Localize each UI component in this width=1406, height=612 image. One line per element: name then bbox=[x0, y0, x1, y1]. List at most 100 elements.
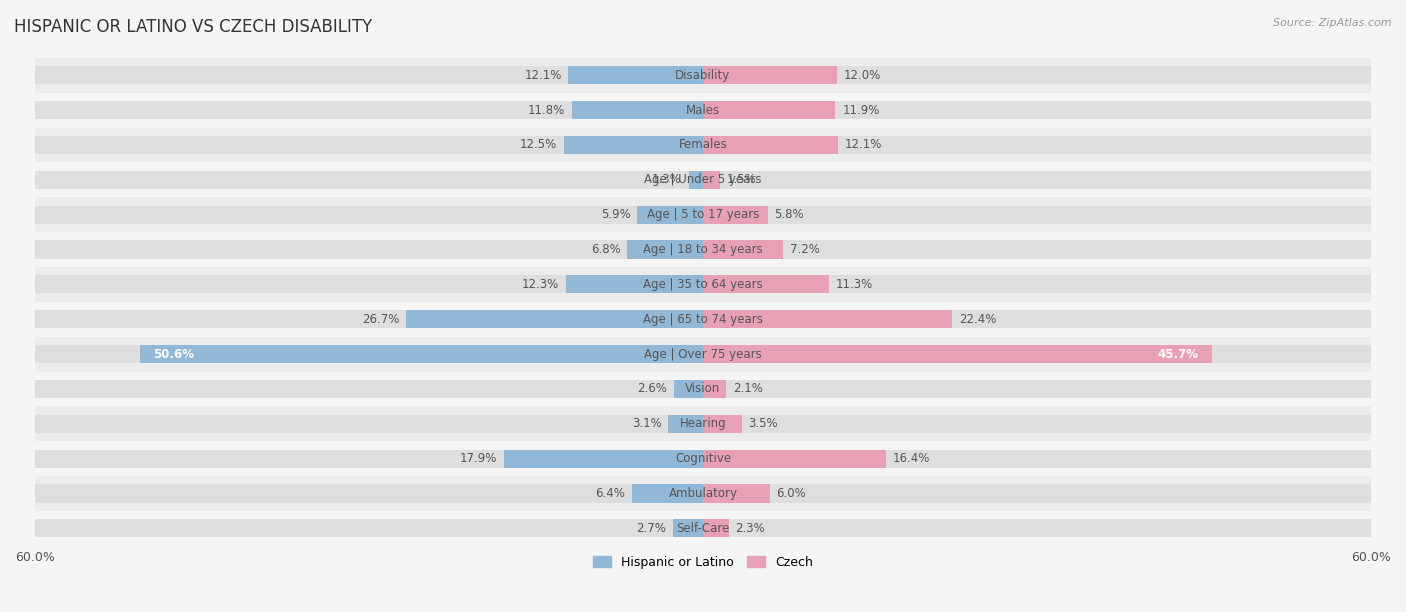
Bar bbox=[703, 206, 1371, 224]
Bar bbox=[703, 241, 1371, 259]
Text: 45.7%: 45.7% bbox=[1157, 348, 1198, 360]
Bar bbox=[568, 66, 703, 84]
Bar bbox=[35, 302, 1371, 337]
Bar bbox=[564, 136, 703, 154]
Bar bbox=[703, 101, 835, 119]
Bar bbox=[703, 275, 828, 293]
Text: 6.8%: 6.8% bbox=[591, 243, 620, 256]
Text: 12.5%: 12.5% bbox=[520, 138, 557, 152]
Text: 1.5%: 1.5% bbox=[727, 173, 756, 186]
Bar bbox=[703, 485, 770, 502]
Bar bbox=[35, 485, 703, 502]
Bar bbox=[673, 380, 703, 398]
Text: 3.1%: 3.1% bbox=[633, 417, 662, 430]
Bar bbox=[703, 345, 1371, 363]
Text: Self-Care: Self-Care bbox=[676, 522, 730, 535]
Bar bbox=[703, 66, 837, 84]
Bar bbox=[35, 127, 1371, 162]
Bar bbox=[703, 450, 886, 468]
Bar bbox=[703, 310, 1371, 328]
Bar bbox=[703, 66, 1371, 84]
Bar bbox=[35, 337, 1371, 371]
Bar bbox=[703, 415, 1371, 433]
Bar bbox=[406, 310, 703, 328]
Bar bbox=[703, 345, 1212, 363]
Text: 16.4%: 16.4% bbox=[893, 452, 929, 465]
Bar bbox=[703, 380, 727, 398]
Text: 7.2%: 7.2% bbox=[790, 243, 820, 256]
Bar bbox=[703, 380, 1371, 398]
Text: 6.4%: 6.4% bbox=[595, 487, 626, 500]
Bar bbox=[35, 206, 703, 224]
Text: 2.6%: 2.6% bbox=[637, 382, 668, 395]
Text: HISPANIC OR LATINO VS CZECH DISABILITY: HISPANIC OR LATINO VS CZECH DISABILITY bbox=[14, 18, 373, 36]
Legend: Hispanic or Latino, Czech: Hispanic or Latino, Czech bbox=[588, 551, 818, 573]
Bar bbox=[703, 171, 720, 189]
Text: Source: ZipAtlas.com: Source: ZipAtlas.com bbox=[1274, 18, 1392, 28]
Text: 2.3%: 2.3% bbox=[735, 522, 765, 535]
Bar bbox=[35, 232, 1371, 267]
Bar bbox=[35, 310, 703, 328]
Text: Hearing: Hearing bbox=[679, 417, 727, 430]
Text: Disability: Disability bbox=[675, 69, 731, 82]
Bar bbox=[35, 345, 703, 363]
Bar bbox=[35, 406, 1371, 441]
Text: Age | Under 5 years: Age | Under 5 years bbox=[644, 173, 762, 186]
Bar bbox=[703, 241, 783, 259]
Bar bbox=[703, 171, 1371, 189]
Text: 5.9%: 5.9% bbox=[600, 208, 631, 221]
Bar bbox=[703, 136, 1371, 154]
Bar bbox=[703, 136, 838, 154]
Bar bbox=[631, 485, 703, 502]
Text: Cognitive: Cognitive bbox=[675, 452, 731, 465]
Text: Age | 18 to 34 years: Age | 18 to 34 years bbox=[643, 243, 763, 256]
Bar bbox=[35, 92, 1371, 127]
Bar bbox=[703, 101, 1371, 119]
Bar bbox=[35, 162, 1371, 197]
Bar bbox=[703, 415, 742, 433]
Text: Males: Males bbox=[686, 103, 720, 117]
Bar bbox=[703, 206, 768, 224]
Bar bbox=[567, 275, 703, 293]
Text: 50.6%: 50.6% bbox=[153, 348, 194, 360]
Bar bbox=[673, 520, 703, 537]
Text: 12.1%: 12.1% bbox=[524, 69, 561, 82]
Text: 2.7%: 2.7% bbox=[637, 522, 666, 535]
Text: 11.8%: 11.8% bbox=[527, 103, 565, 117]
Bar bbox=[637, 206, 703, 224]
Bar bbox=[35, 511, 1371, 546]
Bar bbox=[689, 171, 703, 189]
Bar bbox=[35, 380, 703, 398]
Bar bbox=[703, 450, 1371, 468]
Text: 1.3%: 1.3% bbox=[652, 173, 682, 186]
Text: 17.9%: 17.9% bbox=[460, 452, 496, 465]
Text: 3.5%: 3.5% bbox=[748, 417, 779, 430]
Bar bbox=[35, 267, 1371, 302]
Bar bbox=[572, 101, 703, 119]
Text: 2.1%: 2.1% bbox=[733, 382, 763, 395]
Bar bbox=[35, 101, 703, 119]
Text: Age | 65 to 74 years: Age | 65 to 74 years bbox=[643, 313, 763, 326]
Bar bbox=[35, 450, 703, 468]
Bar bbox=[35, 275, 703, 293]
Text: Age | Over 75 years: Age | Over 75 years bbox=[644, 348, 762, 360]
Text: Ambulatory: Ambulatory bbox=[668, 487, 738, 500]
Bar bbox=[703, 485, 1371, 502]
Bar bbox=[35, 415, 703, 433]
Bar bbox=[668, 415, 703, 433]
Text: 5.8%: 5.8% bbox=[775, 208, 804, 221]
Bar bbox=[35, 58, 1371, 92]
Bar bbox=[35, 520, 703, 537]
Text: Age | 5 to 17 years: Age | 5 to 17 years bbox=[647, 208, 759, 221]
Bar bbox=[35, 197, 1371, 232]
Text: 22.4%: 22.4% bbox=[959, 313, 997, 326]
Bar bbox=[35, 171, 703, 189]
Bar bbox=[35, 371, 1371, 406]
Text: 11.3%: 11.3% bbox=[835, 278, 873, 291]
Bar bbox=[35, 136, 703, 154]
Text: 12.3%: 12.3% bbox=[522, 278, 560, 291]
Text: 12.0%: 12.0% bbox=[844, 69, 880, 82]
Bar bbox=[35, 441, 1371, 476]
Bar bbox=[35, 241, 703, 259]
Text: 12.1%: 12.1% bbox=[845, 138, 882, 152]
